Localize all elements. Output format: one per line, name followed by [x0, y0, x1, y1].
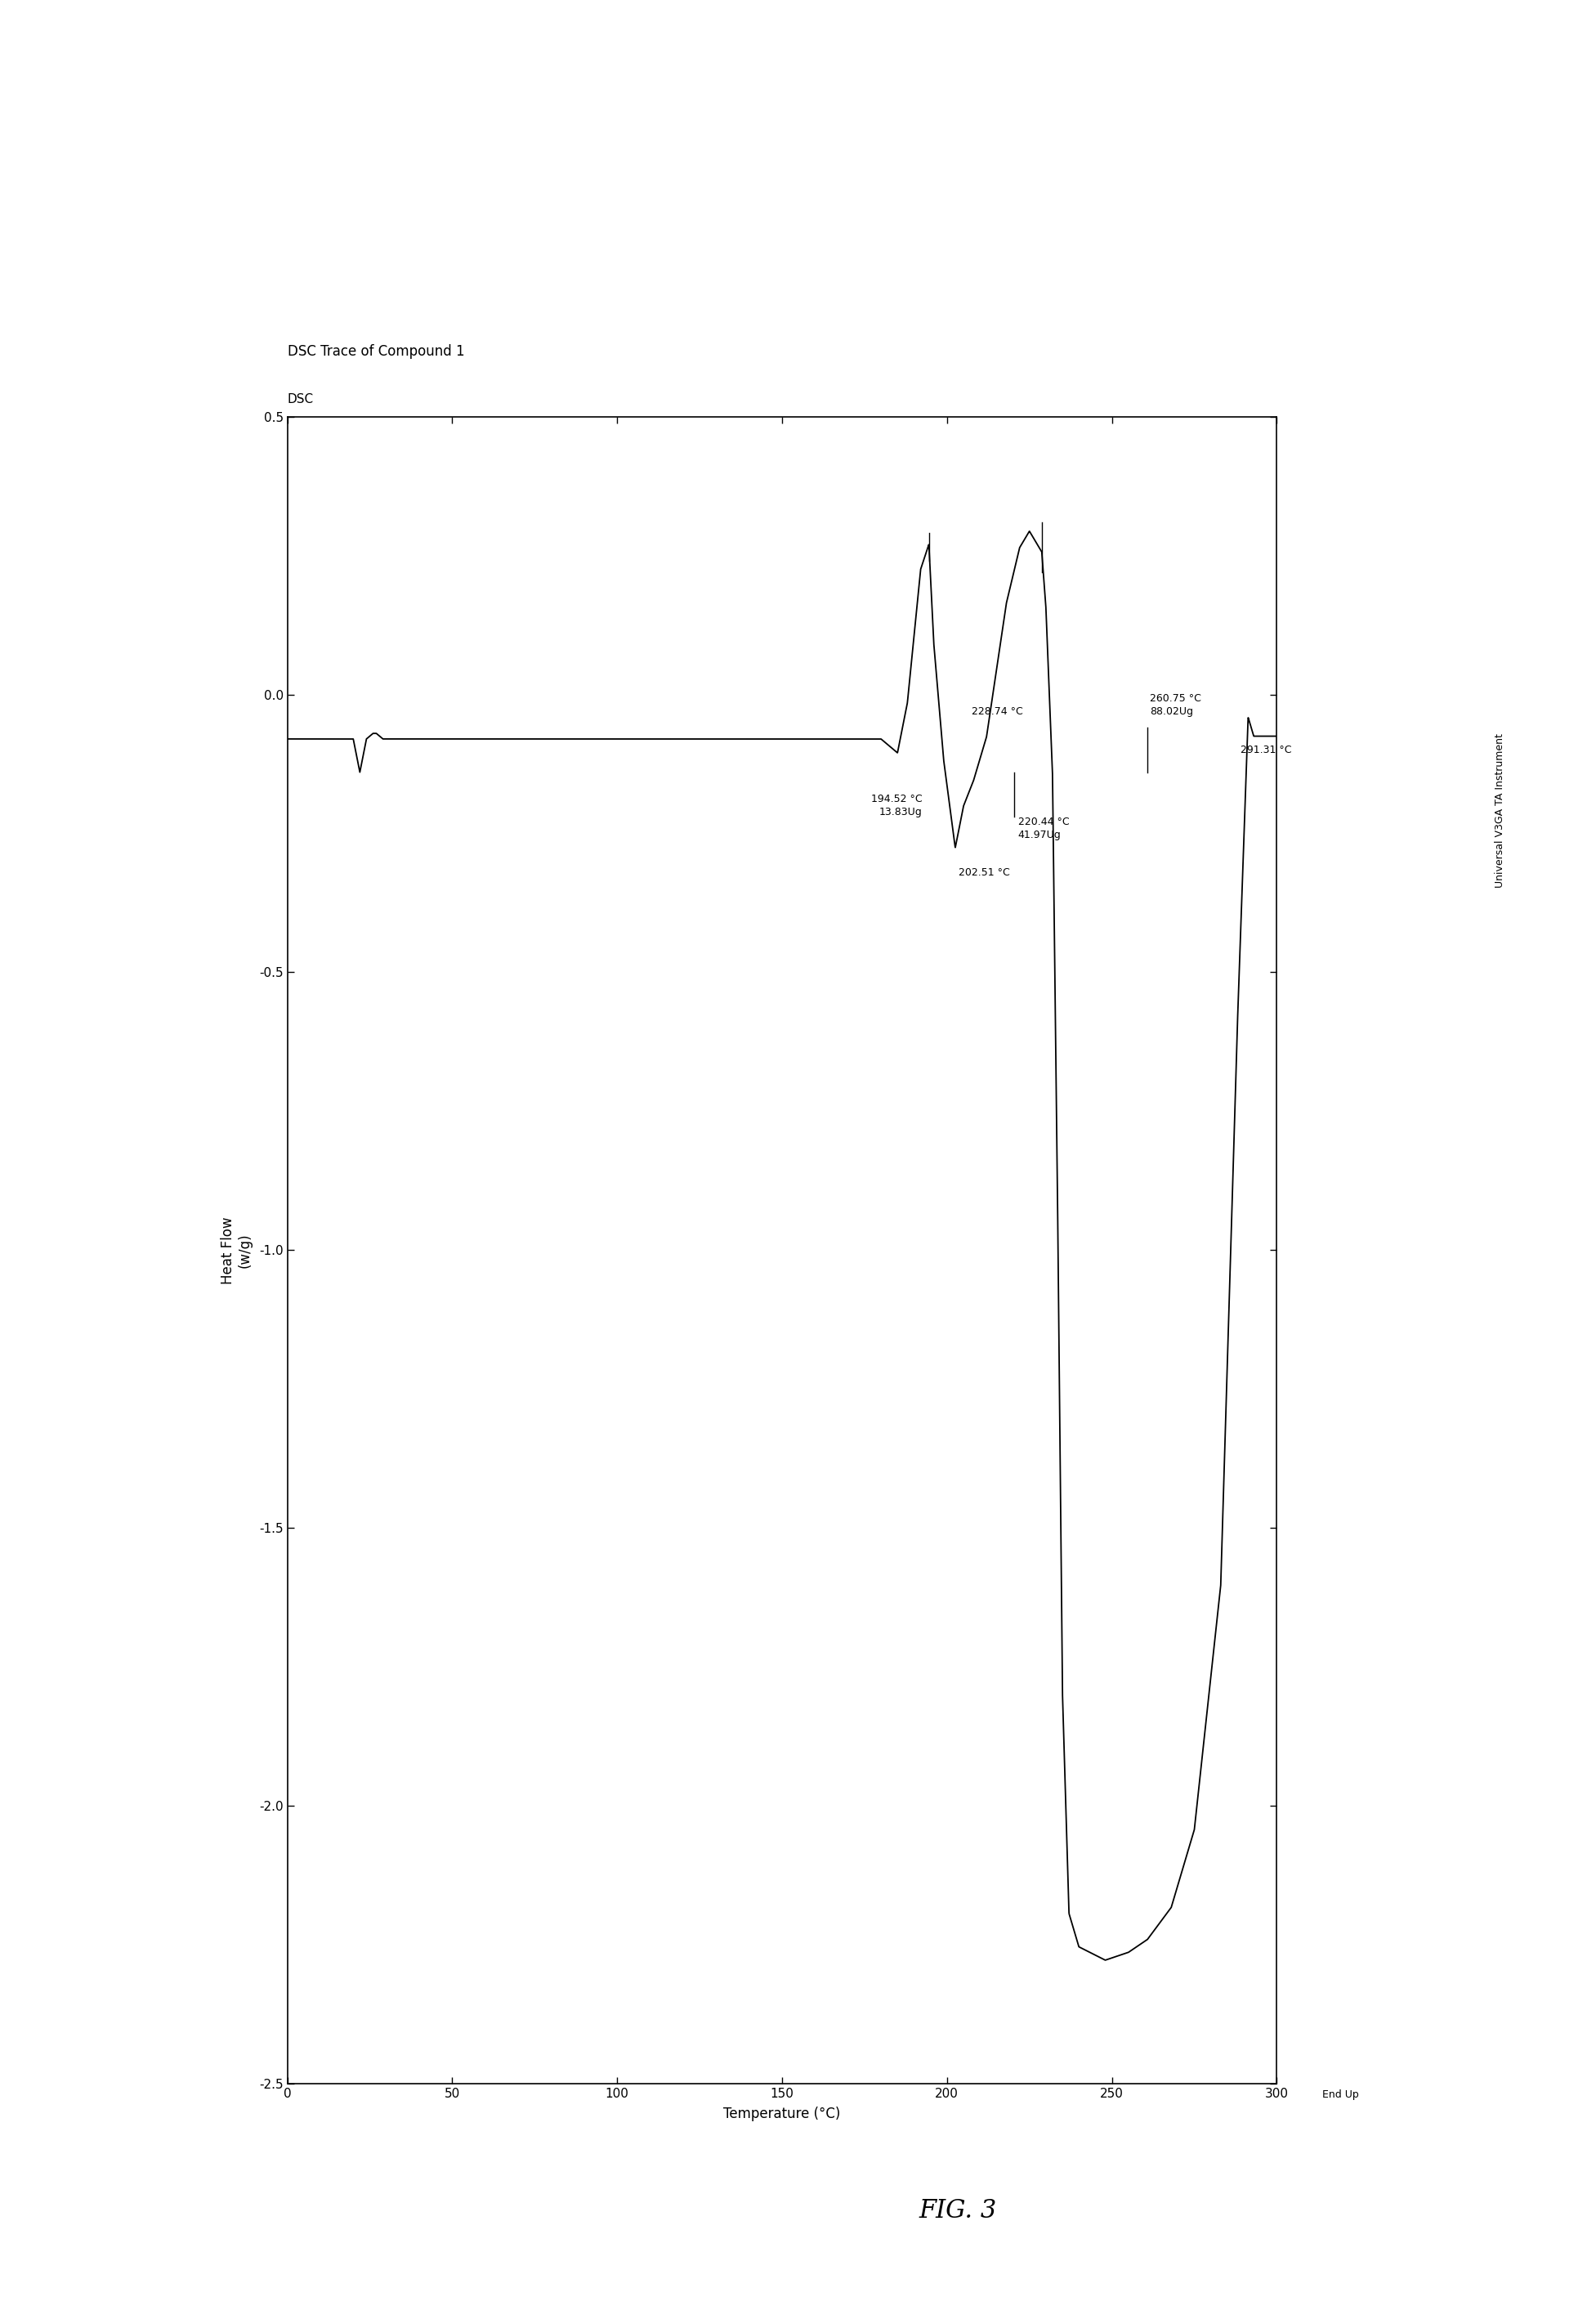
- X-axis label: Temperature (°C): Temperature (°C): [723, 2107, 841, 2121]
- Text: 194.52 °C
13.83Ug: 194.52 °C 13.83Ug: [871, 794, 922, 817]
- Text: End Up: End Up: [1323, 2090, 1358, 2100]
- Text: 202.51 °C: 202.51 °C: [959, 868, 1010, 877]
- Text: DSC Trace of Compound 1: DSC Trace of Compound 1: [287, 345, 464, 359]
- Text: FIG. 3: FIG. 3: [919, 2199, 996, 2222]
- Text: 260.75 °C
88.02Ug: 260.75 °C 88.02Ug: [1149, 692, 1202, 718]
- Text: DSC: DSC: [287, 394, 313, 405]
- Text: 220.44 °C
41.97Ug: 220.44 °C 41.97Ug: [1018, 817, 1069, 840]
- Y-axis label: Heat Flow
(w/g): Heat Flow (w/g): [220, 1215, 252, 1285]
- Text: Universal V3GA TA Instrument: Universal V3GA TA Instrument: [1495, 734, 1505, 887]
- Text: 228.74 °C: 228.74 °C: [972, 706, 1023, 718]
- Text: 291.31 °C: 291.31 °C: [1240, 745, 1291, 755]
